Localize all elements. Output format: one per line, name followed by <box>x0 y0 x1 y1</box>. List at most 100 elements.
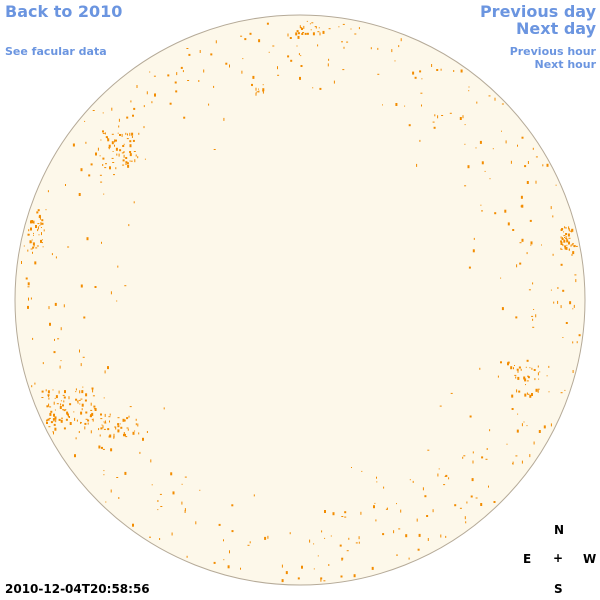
facula-mark <box>102 448 105 450</box>
facula-mark <box>297 577 300 580</box>
facula-mark <box>517 376 520 380</box>
facula-mark <box>36 245 39 247</box>
facula-mark <box>41 239 43 241</box>
facula-mark <box>285 571 288 575</box>
facula-mark <box>427 538 429 541</box>
facula-mark <box>332 512 335 516</box>
facula-mark <box>396 503 397 505</box>
facula-mark <box>459 507 462 509</box>
facula-mark <box>552 215 554 218</box>
facula-mark <box>138 132 140 135</box>
next-day-link[interactable]: Next day <box>516 19 596 38</box>
facula-mark <box>85 411 88 414</box>
facula-mark <box>29 240 32 244</box>
facula-mark <box>535 180 537 184</box>
compass-south-label: S <box>554 582 563 596</box>
facula-mark <box>575 245 578 247</box>
facula-mark <box>32 242 35 246</box>
facula-mark <box>299 76 301 80</box>
facula-mark <box>30 297 32 300</box>
facula-mark <box>95 152 97 156</box>
facula-mark <box>80 421 82 424</box>
facula-mark <box>146 431 148 433</box>
facula-mark <box>507 361 510 364</box>
facula-mark <box>242 58 244 60</box>
facula-mark <box>564 227 567 229</box>
facula-mark <box>493 501 496 503</box>
facula-mark <box>27 282 30 286</box>
previous-hour-link[interactable]: Previous hour <box>509 45 596 58</box>
facula-mark <box>417 548 420 551</box>
facula-mark <box>341 516 344 517</box>
facula-mark <box>118 153 120 157</box>
facula-mark <box>449 112 452 114</box>
facula-mark <box>47 394 50 397</box>
facula-mark <box>171 532 173 536</box>
facula-mark <box>469 415 472 418</box>
facula-mark <box>538 378 540 380</box>
facula-mark <box>518 390 521 393</box>
facula-mark <box>102 132 105 134</box>
facula-mark <box>355 542 358 544</box>
facula-mark <box>550 423 552 427</box>
facula-mark <box>169 102 172 105</box>
facula-mark <box>126 116 129 119</box>
facular-data-link[interactable]: See facular data <box>5 45 107 58</box>
facula-mark <box>40 227 42 228</box>
facula-mark <box>289 532 291 535</box>
facula-mark <box>64 390 66 394</box>
facula-mark <box>391 49 393 53</box>
facula-mark <box>109 420 110 423</box>
facula-mark <box>300 27 303 29</box>
facula-mark <box>223 539 224 542</box>
facula-mark <box>77 400 79 404</box>
back-to-year-link[interactable]: Back to 2010 <box>5 2 123 21</box>
facula-mark <box>436 69 439 71</box>
facula-mark <box>354 33 357 35</box>
facula-mark <box>320 578 322 582</box>
facula-mark <box>79 349 80 353</box>
facula-mark <box>72 143 75 147</box>
facula-mark <box>50 410 53 413</box>
previous-day-link[interactable]: Previous day <box>479 2 596 21</box>
facula-mark <box>126 427 129 429</box>
facula-mark <box>258 39 261 43</box>
facula-mark <box>28 297 29 301</box>
facula-mark <box>416 518 418 522</box>
facula-mark <box>42 242 43 244</box>
facula-mark <box>84 399 87 402</box>
facula-mark <box>533 441 535 445</box>
facula-mark <box>41 397 44 398</box>
facula-mark <box>90 409 93 411</box>
facula-mark <box>488 95 491 97</box>
facula-mark <box>231 530 234 533</box>
facula-mark <box>223 559 225 561</box>
facula-mark <box>126 162 129 165</box>
facula-mark <box>60 400 62 402</box>
facula-mark <box>123 432 125 434</box>
next-hour-link[interactable]: Next hour <box>534 58 597 71</box>
facula-mark <box>129 151 132 153</box>
facula-mark <box>30 248 33 250</box>
facula-mark <box>526 392 528 395</box>
facula-mark <box>563 239 566 243</box>
facula-mark <box>67 414 69 418</box>
facula-mark <box>157 500 159 502</box>
facula-mark <box>45 389 47 392</box>
facula-mark <box>63 396 66 399</box>
facula-mark <box>117 132 119 134</box>
facula-mark <box>107 136 108 139</box>
facula-mark <box>153 75 156 77</box>
facula-mark <box>103 474 105 476</box>
facula-mark <box>98 428 100 431</box>
facula-mark <box>528 289 531 291</box>
facula-mark <box>309 539 311 543</box>
facula-mark <box>175 90 178 93</box>
facula-mark <box>135 154 137 157</box>
facula-mark <box>358 27 360 30</box>
facula-mark <box>63 304 65 308</box>
facula-mark <box>562 337 564 338</box>
facula-mark <box>500 277 502 279</box>
facula-mark <box>117 423 120 426</box>
facula-mark <box>91 387 94 390</box>
